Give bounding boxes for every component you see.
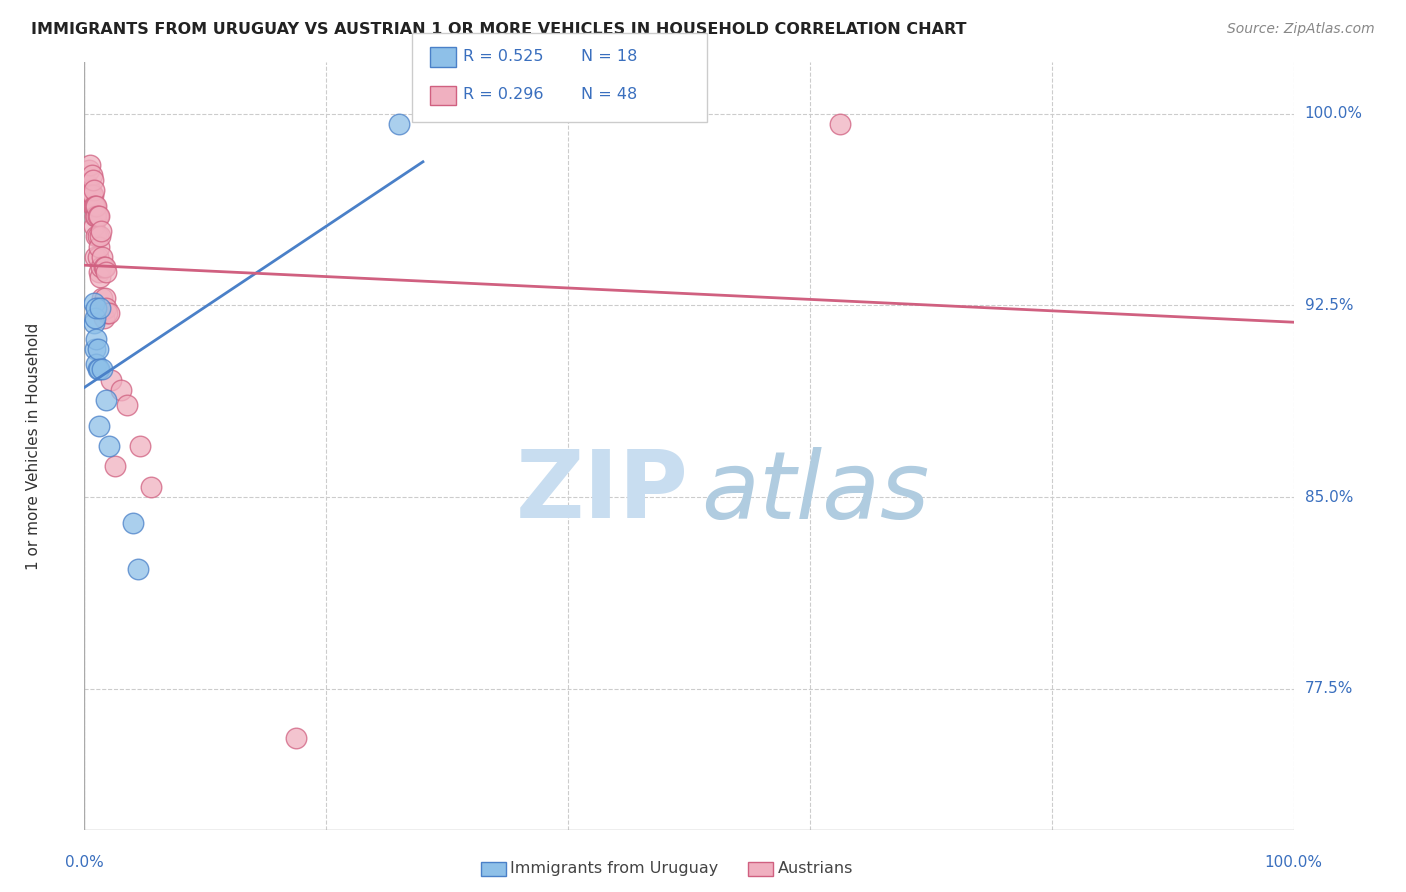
Point xyxy=(87,362,110,376)
Point xyxy=(94,291,117,305)
Point xyxy=(77,188,100,202)
Point xyxy=(104,459,127,474)
Point xyxy=(86,362,108,376)
Text: Immigrants from Uruguay: Immigrants from Uruguay xyxy=(510,862,718,876)
Point xyxy=(121,516,143,530)
Text: 100.0%: 100.0% xyxy=(1264,855,1323,870)
Point xyxy=(94,392,117,407)
Point xyxy=(86,342,108,356)
Point xyxy=(86,209,108,223)
Text: N = 48: N = 48 xyxy=(581,87,637,102)
Point xyxy=(83,219,105,233)
Point xyxy=(284,731,308,745)
Point xyxy=(86,250,108,264)
Point xyxy=(90,260,112,274)
Point xyxy=(80,188,103,202)
Point xyxy=(86,357,108,371)
Point xyxy=(127,562,149,576)
Point xyxy=(86,332,108,346)
Point xyxy=(79,158,101,172)
Point xyxy=(97,439,120,453)
Point xyxy=(84,250,107,264)
Text: 1 or more Vehicles in Household: 1 or more Vehicles in Household xyxy=(27,322,41,570)
Text: Source: ZipAtlas.com: Source: ZipAtlas.com xyxy=(1227,22,1375,37)
Point xyxy=(86,209,108,223)
Point xyxy=(110,383,132,397)
Point xyxy=(79,183,101,197)
Text: 92.5%: 92.5% xyxy=(1305,298,1353,313)
Text: R = 0.296: R = 0.296 xyxy=(463,87,543,102)
Point xyxy=(94,260,117,274)
Text: 85.0%: 85.0% xyxy=(1305,490,1353,505)
Point xyxy=(82,188,104,202)
Point xyxy=(87,418,110,433)
Point xyxy=(86,229,108,244)
Point xyxy=(100,372,122,386)
Text: 77.5%: 77.5% xyxy=(1305,681,1353,697)
Point xyxy=(94,265,117,279)
Text: Austrians: Austrians xyxy=(778,862,853,876)
Point xyxy=(97,306,120,320)
Text: 0.0%: 0.0% xyxy=(65,855,104,870)
Text: ZIP: ZIP xyxy=(516,446,689,538)
Text: R = 0.525: R = 0.525 xyxy=(463,49,543,63)
Point xyxy=(94,301,117,315)
Point xyxy=(84,199,107,213)
Point xyxy=(830,117,852,131)
Point xyxy=(91,250,114,264)
Text: atlas: atlas xyxy=(702,447,929,538)
Point xyxy=(84,311,107,326)
Point xyxy=(115,398,138,412)
Point xyxy=(96,306,118,320)
Point xyxy=(86,301,108,315)
Point xyxy=(87,265,110,279)
Point xyxy=(83,199,105,213)
Point xyxy=(77,178,100,193)
Point xyxy=(83,183,105,197)
Point xyxy=(93,311,115,326)
Point xyxy=(79,188,101,202)
Point xyxy=(80,168,103,182)
Point xyxy=(93,260,115,274)
Point xyxy=(90,224,112,238)
Point xyxy=(89,229,111,244)
Point xyxy=(89,301,111,315)
Text: IMMIGRANTS FROM URUGUAY VS AUSTRIAN 1 OR MORE VEHICLES IN HOUSEHOLD CORRELATION : IMMIGRANTS FROM URUGUAY VS AUSTRIAN 1 OR… xyxy=(31,22,966,37)
Point xyxy=(89,270,111,285)
Point xyxy=(388,117,411,131)
Point xyxy=(129,439,152,453)
Point xyxy=(139,480,162,494)
Point xyxy=(82,173,104,187)
Point xyxy=(87,239,110,253)
Point xyxy=(86,229,108,244)
Point xyxy=(87,209,110,223)
Text: 100.0%: 100.0% xyxy=(1305,106,1362,121)
Point xyxy=(86,199,108,213)
Point xyxy=(84,342,107,356)
Point xyxy=(82,199,104,213)
Point xyxy=(91,291,114,305)
Point xyxy=(77,162,100,177)
Text: N = 18: N = 18 xyxy=(581,49,637,63)
Point xyxy=(83,316,105,330)
Point xyxy=(91,362,114,376)
Point xyxy=(84,209,107,223)
Point xyxy=(83,295,105,310)
